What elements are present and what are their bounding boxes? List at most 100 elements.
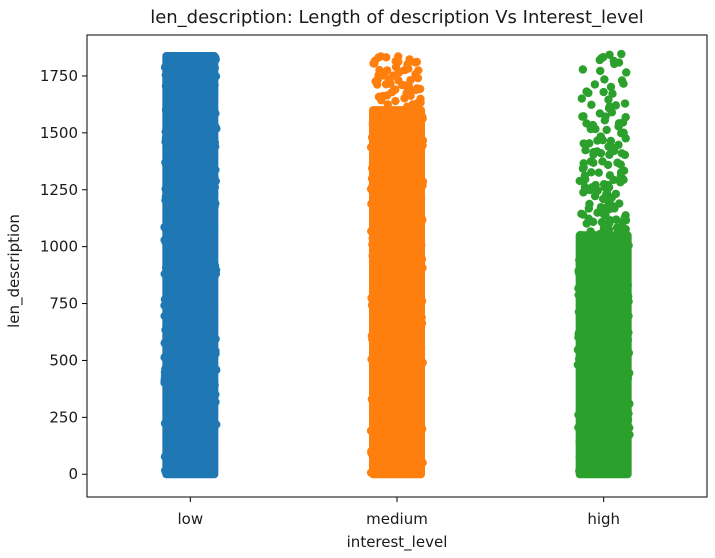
data-point-medium	[394, 52, 403, 61]
data-point-high	[575, 353, 585, 363]
data-point-high	[599, 87, 608, 97]
data-point-medium	[367, 293, 376, 303]
data-point-high	[574, 290, 583, 300]
data-point-high	[595, 109, 605, 118]
data-point-high	[623, 415, 633, 424]
data-point-high	[623, 335, 633, 345]
data-point-medium	[404, 82, 414, 91]
data-point-high	[577, 94, 587, 103]
data-point-high	[576, 467, 585, 476]
dense-points-medium	[369, 106, 425, 479]
data-point-medium	[405, 55, 414, 64]
data-point-high	[574, 284, 583, 293]
data-point-medium	[417, 296, 427, 306]
data-point-medium	[369, 374, 378, 383]
data-point-low	[210, 63, 219, 73]
data-point-low	[161, 127, 170, 136]
data-point-low	[160, 295, 170, 304]
data-point-low	[209, 302, 219, 312]
data-point-high	[624, 241, 633, 250]
data-point-high	[615, 199, 624, 208]
data-point-high	[609, 56, 618, 66]
data-point-medium	[369, 409, 378, 418]
y-tick-label: 750	[49, 295, 78, 313]
data-point-high	[586, 157, 596, 166]
data-point-medium	[417, 424, 427, 434]
data-point-high	[575, 299, 585, 309]
data-point-low	[211, 109, 220, 118]
data-point-medium	[368, 119, 378, 128]
data-point-high	[580, 171, 590, 180]
data-point-medium	[368, 240, 377, 249]
data-point-low	[210, 80, 219, 89]
data-point-medium	[369, 323, 379, 332]
data-point-high	[606, 136, 616, 146]
data-point-low	[210, 202, 219, 211]
data-point-high	[611, 101, 621, 110]
data-point-high	[575, 343, 584, 352]
data-point-high	[586, 227, 595, 236]
data-point-medium	[368, 251, 377, 261]
y-tick-label: 1500	[40, 124, 78, 142]
data-point-high	[580, 182, 590, 192]
data-point-medium	[418, 114, 427, 123]
x-tick-label-low: low	[178, 510, 204, 528]
data-point-high	[602, 125, 611, 135]
data-point-high	[611, 215, 621, 224]
data-point-high	[605, 171, 615, 180]
data-point-medium	[417, 240, 426, 250]
data-point-low	[160, 269, 169, 279]
data-point-low	[161, 467, 170, 477]
data-point-medium	[417, 318, 427, 328]
data-point-low	[160, 311, 169, 321]
data-point-medium	[367, 354, 376, 364]
data-point-medium	[406, 75, 415, 85]
data-point-high	[598, 157, 607, 166]
data-point-medium	[415, 182, 425, 191]
data-point-low	[162, 263, 171, 272]
data-point-medium	[368, 234, 377, 243]
x-axis-title: interest_level	[347, 533, 448, 552]
data-point-high	[625, 430, 634, 439]
data-point-high	[600, 75, 609, 84]
data-point-high	[599, 179, 609, 189]
data-point-low	[211, 142, 220, 151]
data-point-high	[594, 168, 603, 177]
data-point-low	[160, 223, 169, 232]
data-point-low	[210, 420, 220, 430]
data-point-medium	[369, 436, 378, 445]
data-point-low	[209, 115, 218, 125]
data-point-low	[211, 72, 221, 81]
data-point-high	[574, 307, 584, 317]
data-point-low	[210, 261, 220, 270]
data-point-medium	[366, 143, 376, 152]
y-tick-label: 500	[49, 351, 78, 369]
data-point-high	[624, 348, 634, 358]
data-point-high	[624, 328, 633, 337]
data-point-medium	[368, 310, 378, 319]
y-tick-label: 1750	[40, 67, 78, 85]
data-point-high	[613, 158, 622, 167]
data-point-high	[581, 146, 590, 155]
data-point-high	[576, 427, 585, 436]
data-point-medium	[367, 395, 377, 404]
data-point-low	[211, 349, 220, 358]
data-point-medium	[368, 335, 377, 344]
y-axis-title: len_description	[5, 214, 24, 328]
data-point-medium	[415, 200, 425, 209]
data-point-high	[596, 203, 606, 212]
data-point-high	[622, 68, 631, 77]
data-point-high	[625, 423, 634, 433]
data-point-high	[576, 398, 585, 407]
data-point-high	[622, 291, 631, 301]
data-point-high	[575, 452, 584, 461]
data-point-low	[210, 190, 219, 199]
data-point-low	[161, 61, 171, 71]
data-point-medium	[368, 444, 378, 453]
data-point-medium	[417, 458, 426, 468]
data-point-low	[162, 385, 171, 394]
data-point-high	[587, 168, 596, 177]
data-point-high	[575, 256, 585, 265]
data-point-low	[211, 397, 220, 407]
